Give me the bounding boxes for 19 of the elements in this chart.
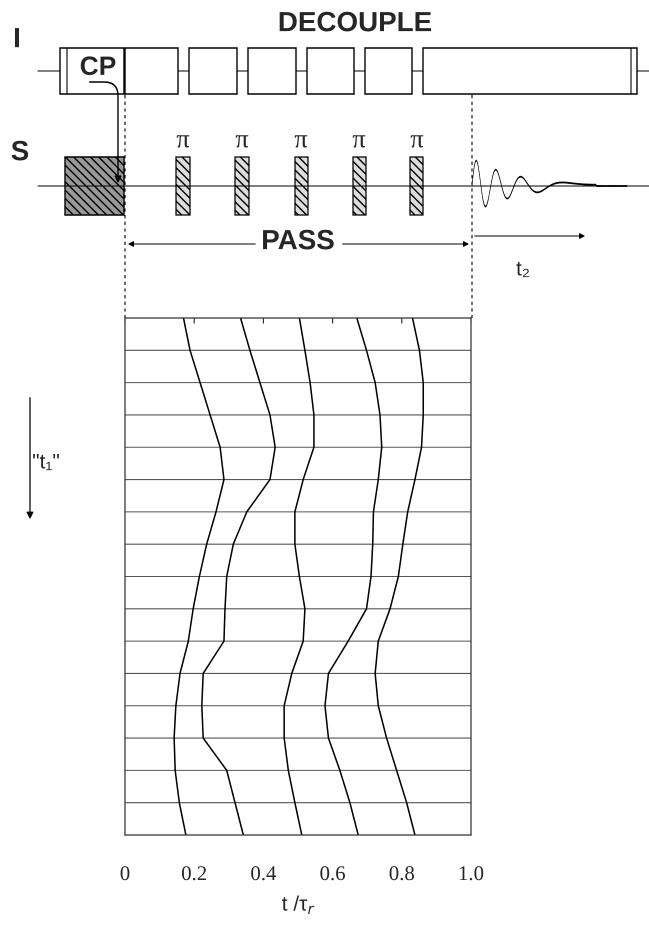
text: I — [15, 28, 19, 48]
x-tick-label: 1.0 — [460, 866, 484, 880]
y-axis-title: "t₁" — [33, 454, 59, 470]
text: t₂ — [516, 262, 529, 278]
x-tick-label: 0.8 — [390, 866, 414, 880]
x-tick-label: 0.6 — [320, 866, 345, 880]
text: π — [176, 135, 190, 148]
text: π — [294, 135, 308, 148]
x-tick-label: 0.2 — [182, 866, 206, 880]
x-tick-label: 0.4 — [251, 866, 276, 880]
x-axis-title: t /τ$_{r}$ — [282, 895, 314, 914]
text: π — [352, 135, 366, 148]
text: DECOUPLE — [280, 12, 432, 32]
x-tick-label: 0 — [120, 866, 130, 880]
text: PASS — [263, 230, 334, 250]
text: CP — [80, 56, 116, 76]
text: π — [410, 135, 424, 148]
text: S — [12, 140, 28, 160]
text: π — [236, 135, 248, 148]
